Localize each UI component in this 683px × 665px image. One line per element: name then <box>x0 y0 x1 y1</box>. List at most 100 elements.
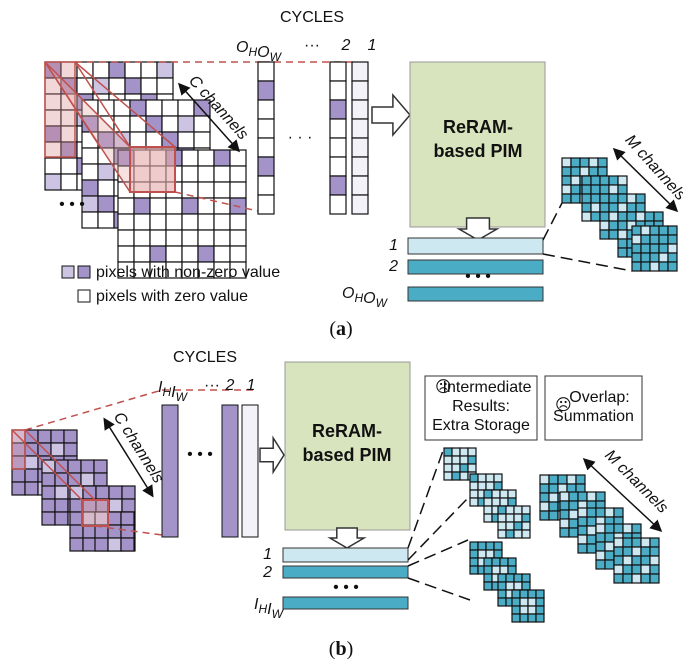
pixel <box>600 203 609 212</box>
pixel <box>214 214 230 230</box>
pixel <box>614 524 623 533</box>
pixel <box>641 253 650 262</box>
pixel <box>514 582 522 590</box>
pixel <box>470 498 478 506</box>
pixel <box>166 214 182 230</box>
pixel <box>609 212 618 221</box>
pixel <box>45 158 61 174</box>
pixel <box>528 598 536 606</box>
pixel <box>591 185 600 194</box>
receptive-field <box>82 500 108 526</box>
subscript: W <box>376 296 389 310</box>
pixel <box>614 574 623 583</box>
header: CYCLES <box>280 9 344 26</box>
pixel <box>618 221 627 230</box>
pixel <box>150 246 166 262</box>
receptive-field <box>130 147 175 192</box>
pixel <box>650 565 659 574</box>
pixel <box>560 528 569 537</box>
pixel <box>118 198 134 214</box>
pixel <box>591 176 600 185</box>
cycle-one: 1 <box>368 37 377 54</box>
pixel <box>650 226 659 235</box>
pixel <box>45 174 61 190</box>
pixel <box>536 590 544 598</box>
pixel <box>25 456 38 469</box>
pixel <box>230 150 246 166</box>
pixel <box>596 524 605 533</box>
pixel <box>214 150 230 166</box>
pixel <box>522 506 530 514</box>
pixel <box>478 482 486 490</box>
pixel <box>560 510 569 519</box>
pixel <box>650 538 659 547</box>
pixel <box>93 62 109 78</box>
pixel <box>598 167 607 176</box>
pixel <box>540 475 549 484</box>
vector-cell <box>352 138 368 157</box>
pixel <box>95 538 108 551</box>
pixel <box>118 230 134 246</box>
pixel <box>623 538 632 547</box>
vector-cell <box>352 195 368 214</box>
vector-cell <box>330 62 346 81</box>
dashed-line <box>408 578 470 600</box>
pixel <box>578 535 587 544</box>
pixel <box>506 506 514 514</box>
column-ellipsis: • • • <box>187 446 213 463</box>
pixel <box>492 566 500 574</box>
pixel <box>500 566 508 574</box>
input-ellipsis: • • • <box>59 196 85 213</box>
vector-cell <box>330 119 346 138</box>
vector <box>242 405 258 537</box>
pixel <box>478 474 486 482</box>
pixel <box>636 212 645 221</box>
pixel <box>468 464 476 472</box>
pixel <box>130 116 146 132</box>
pixel <box>522 582 530 590</box>
pixel <box>182 198 198 214</box>
pixel <box>506 514 514 522</box>
pixel <box>506 530 514 538</box>
pixel <box>549 502 558 511</box>
subscript: W <box>272 607 285 621</box>
pixel <box>150 230 166 246</box>
pixel <box>571 185 580 194</box>
pixel <box>596 508 605 517</box>
pixel <box>42 499 55 512</box>
pixel <box>650 547 659 556</box>
subscript: H <box>162 385 171 399</box>
cycle-ellipsis: ··· <box>204 377 220 394</box>
pixel <box>609 203 618 212</box>
pixel <box>627 194 636 203</box>
pixel <box>109 499 122 512</box>
pixel <box>109 62 125 78</box>
pixel <box>178 132 194 148</box>
pixel <box>98 164 114 180</box>
row-label: 1 <box>263 546 272 563</box>
pixel <box>650 574 659 583</box>
pixel <box>587 544 596 553</box>
pixel <box>498 574 506 582</box>
pixel <box>108 512 121 525</box>
pixel <box>109 486 122 499</box>
pixel <box>632 226 641 235</box>
pixel <box>498 530 506 538</box>
pixel <box>641 574 650 583</box>
pixel <box>623 547 632 556</box>
arrow <box>372 95 410 135</box>
pixel <box>55 499 68 512</box>
pixel <box>498 506 506 514</box>
pixel <box>134 214 150 230</box>
pixel <box>605 551 614 560</box>
pixel <box>157 78 173 94</box>
pixel <box>636 194 645 203</box>
pixel <box>636 203 645 212</box>
pixel <box>641 226 650 235</box>
pixel <box>623 524 632 533</box>
pixel <box>528 590 536 598</box>
pixel <box>444 464 452 472</box>
pixel <box>632 565 641 574</box>
pixel <box>605 560 614 569</box>
pixel <box>470 474 478 482</box>
